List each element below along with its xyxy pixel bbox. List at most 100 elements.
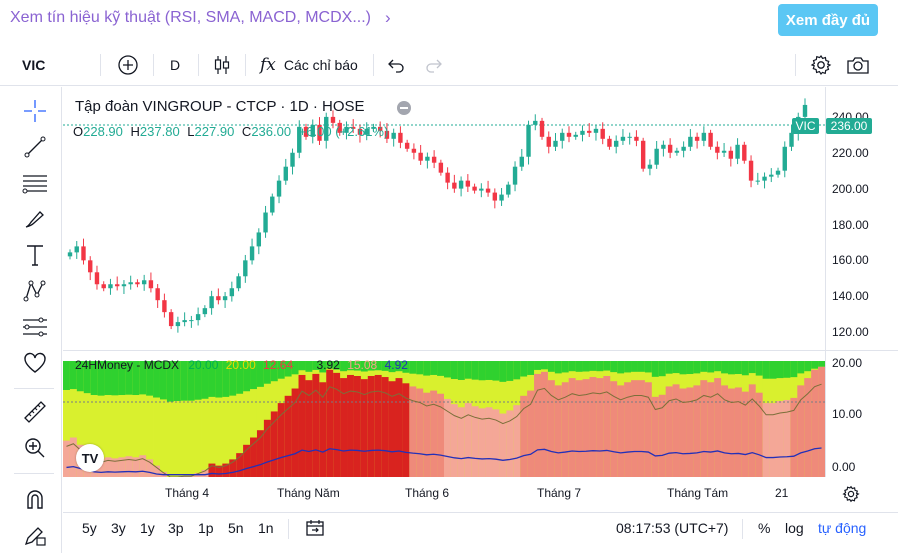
mcdx-green-column [208, 361, 216, 397]
mcdx-yellow-column [222, 361, 230, 477]
range-1m[interactable]: 1p [198, 520, 214, 536]
candle-body [155, 288, 160, 301]
candle-body [755, 180, 760, 182]
favorites-tool[interactable] [21, 349, 49, 377]
auto-scale-toggle[interactable]: tự động [818, 520, 867, 536]
mcdx-red-column [755, 392, 764, 477]
undo-button[interactable] [387, 45, 405, 85]
log-scale-toggle[interactable]: log [785, 520, 804, 536]
view-full-button[interactable]: Xem đầy đủ [778, 4, 878, 36]
mcdx-red-column [783, 399, 791, 477]
range-3m[interactable]: 3p [168, 520, 184, 536]
mcdx-green-column [222, 361, 230, 397]
mcdx-green-column [180, 361, 189, 401]
range-5d[interactable]: 5n [228, 520, 244, 536]
mcdx-green-column [721, 361, 729, 374]
price-chart[interactable] [63, 87, 898, 350]
time-axis-label: Tháng 7 [537, 486, 582, 500]
candle-body [209, 296, 214, 309]
candle-body [580, 130, 585, 135]
compare-symbol-button[interactable] [117, 45, 139, 85]
mcdx-yellow-column [125, 361, 133, 477]
clock-timezone[interactable]: 08:17:53 (UTC+7) [616, 520, 729, 536]
mcdx-green-column [492, 361, 500, 381]
prediction-tool[interactable] [21, 313, 49, 341]
candle-body [546, 136, 551, 147]
axis-settings-button[interactable] [842, 485, 860, 508]
time-axis-label: Tháng Tám [667, 486, 729, 500]
mcdx-green-column [603, 361, 611, 371]
chart-type-button[interactable] [212, 45, 232, 85]
technical-signals-link[interactable]: Xem tín hiệu kỹ thuật (RSI, SMA, MACD, M… [10, 9, 371, 26]
mcdx-green-column [270, 361, 279, 382]
mcdx-green-column [298, 361, 306, 371]
date-range-button[interactable] [305, 518, 325, 543]
mcdx-red-column [534, 373, 542, 477]
redo-button[interactable] [425, 45, 443, 85]
trendline-tool[interactable] [21, 133, 49, 161]
measure-tool[interactable] [21, 398, 49, 426]
candle-body [526, 124, 531, 157]
mcdx-green-column [340, 361, 348, 372]
zoom-tool[interactable] [21, 434, 49, 462]
mcdx-green-column [97, 361, 105, 396]
mcdx-yellow-column [187, 361, 196, 477]
mcdx-green-column [83, 361, 92, 394]
indicator-legend: 24HMoney - MCDX 20.00 20.00 12.64 3.92 1… [75, 358, 408, 372]
mcdx-red-column [430, 390, 438, 477]
screenshot-button[interactable] [846, 45, 870, 85]
camera-icon [847, 57, 869, 74]
mcdx-red-column [624, 382, 632, 477]
mcdx-yellow-column [236, 361, 244, 477]
price-axis-label: 140.00 [832, 289, 869, 303]
mcdx-red-column [104, 457, 112, 477]
mcdx-green-column [353, 361, 362, 371]
mcdx-green-column [215, 361, 223, 398]
indicators-button[interactable]: fx Các chỉ báo [260, 45, 358, 85]
candle-body [634, 136, 639, 141]
mcdx-red-column [374, 374, 383, 477]
pattern-tool[interactable] [21, 277, 49, 305]
symbol-search[interactable]: VIC [22, 57, 46, 73]
mcdx-green-column [672, 361, 680, 374]
magnet-tool[interactable] [21, 485, 49, 513]
candle-body [499, 194, 504, 201]
mcdx-red-column [340, 378, 348, 477]
mcdx-yellow-column [173, 361, 182, 477]
range-3y[interactable]: 3y [111, 520, 126, 536]
mcdx-green-column [547, 361, 556, 372]
candle-body [728, 150, 734, 159]
mcdx-green-column [194, 361, 202, 400]
range-5y[interactable]: 5y [82, 520, 97, 536]
indicator-axis-label: 10.00 [832, 407, 863, 421]
candle-body [128, 282, 133, 285]
heart-icon [24, 352, 46, 373]
fib-tool[interactable] [21, 169, 49, 197]
mcdx-green-column [658, 361, 667, 377]
range-1y[interactable]: 1y [140, 520, 155, 536]
crosshair-tool[interactable] [21, 97, 49, 125]
candle-body [458, 180, 464, 189]
settings-button[interactable] [810, 45, 832, 85]
lock-drawing-tool[interactable] [21, 521, 49, 549]
chart-title: Tập đoàn VINGROUP - CTCP · 1D · HOSE [75, 98, 365, 115]
interval-selector[interactable]: D [170, 57, 181, 73]
mcdx-green-column [748, 361, 757, 374]
mcdx-green-column [326, 361, 334, 369]
mcdx-red-column [222, 463, 230, 477]
range-1d[interactable]: 1n [258, 520, 274, 536]
mcdx-green-column [416, 361, 424, 375]
mcdx-indicator-pane[interactable] [63, 351, 825, 477]
gear-icon [842, 485, 860, 503]
mcdx-red-column [734, 387, 743, 477]
tradingview-logo[interactable]: TV [76, 444, 104, 472]
collapse-legend-button[interactable] [397, 101, 411, 115]
mcdx-red-column [437, 393, 445, 477]
text-tool[interactable] [21, 241, 49, 269]
percent-scale-toggle[interactable]: % [758, 520, 771, 536]
mcdx-red-column [250, 437, 258, 477]
candle-body [270, 196, 275, 213]
brush-tool[interactable] [21, 205, 49, 233]
trendline-icon [24, 136, 46, 158]
candle-body [371, 126, 376, 129]
